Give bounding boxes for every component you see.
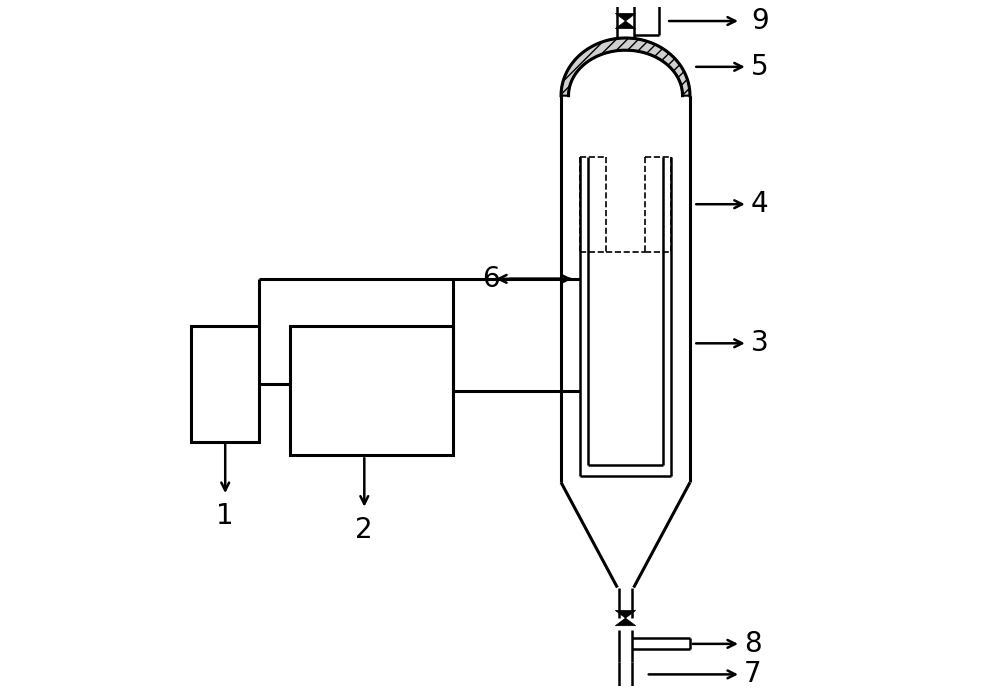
Polygon shape xyxy=(615,610,636,618)
Bar xyxy=(191,327,259,442)
Polygon shape xyxy=(615,21,636,28)
Polygon shape xyxy=(615,618,636,626)
Polygon shape xyxy=(561,38,690,96)
Text: 8: 8 xyxy=(744,630,762,658)
Text: 4: 4 xyxy=(751,190,769,218)
Text: 7: 7 xyxy=(744,660,762,688)
Polygon shape xyxy=(615,692,636,695)
Bar xyxy=(290,327,453,455)
Text: 1: 1 xyxy=(216,502,234,530)
Text: 9: 9 xyxy=(751,7,769,35)
Text: 2: 2 xyxy=(355,516,373,544)
Text: 3: 3 xyxy=(751,329,769,357)
Text: 5: 5 xyxy=(751,53,769,81)
Text: 6: 6 xyxy=(482,265,500,293)
Polygon shape xyxy=(615,13,636,21)
